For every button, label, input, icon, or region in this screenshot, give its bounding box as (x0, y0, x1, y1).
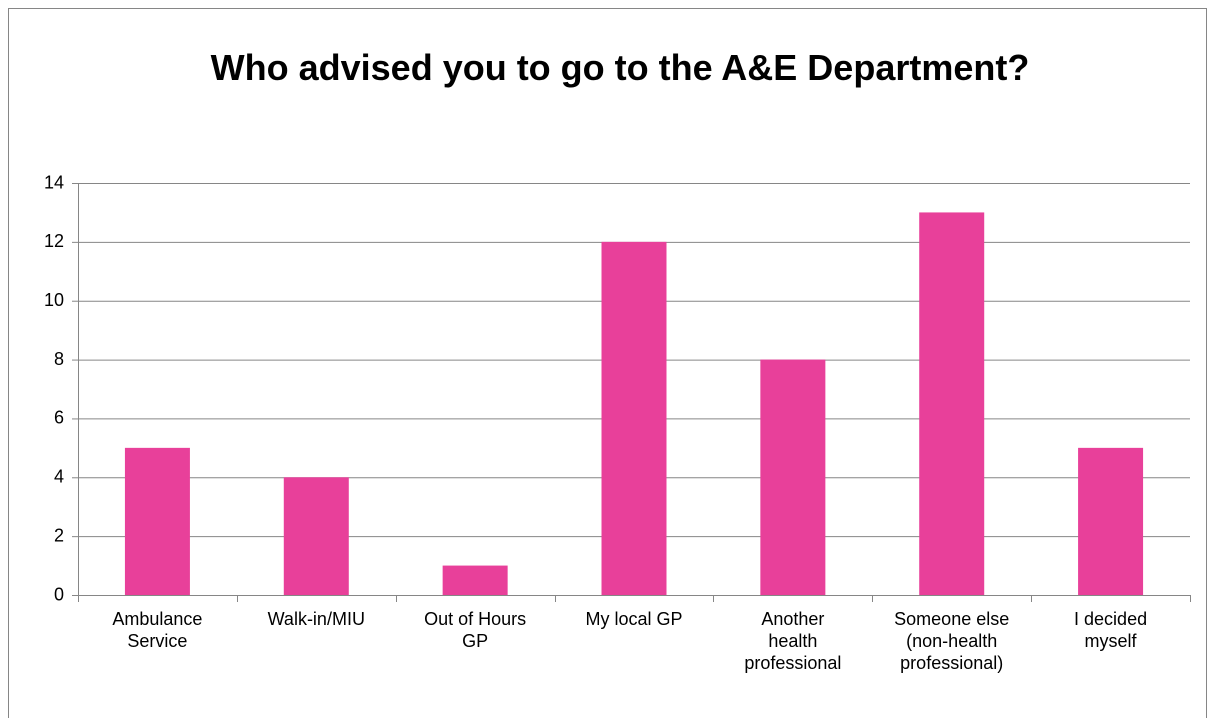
bar (1078, 447, 1144, 595)
bar (442, 565, 508, 595)
y-tick-label: 14 (44, 172, 64, 192)
y-tick-label: 0 (54, 584, 64, 604)
x-tick-label: My local GP (585, 609, 683, 629)
y-tick-label: 6 (54, 408, 64, 428)
x-tick-label: Out of Hours GP (424, 609, 527, 651)
chart-border (8, 8, 1207, 718)
x-tick-label: Walk-in/MIU (267, 609, 365, 629)
bar (283, 477, 349, 595)
y-tick-label: 10 (44, 290, 64, 310)
bar (919, 212, 985, 595)
chart-title: Who advised you to go to the A&E Departm… (210, 47, 1030, 88)
bar (760, 359, 826, 595)
y-tick-label: 4 (54, 467, 64, 487)
bar (601, 241, 667, 595)
y-tick-label: 8 (54, 349, 64, 369)
x-tick-label: Ambulance Service (112, 609, 203, 651)
x-tick-label: Another health professional (744, 609, 842, 673)
y-tick-label: 12 (44, 231, 64, 251)
bar (124, 447, 190, 595)
y-tick-label: 2 (54, 525, 64, 545)
x-tick-label: Someone else (non-health professional) (894, 609, 1010, 673)
x-tick-label: I decided myself (1074, 609, 1148, 651)
